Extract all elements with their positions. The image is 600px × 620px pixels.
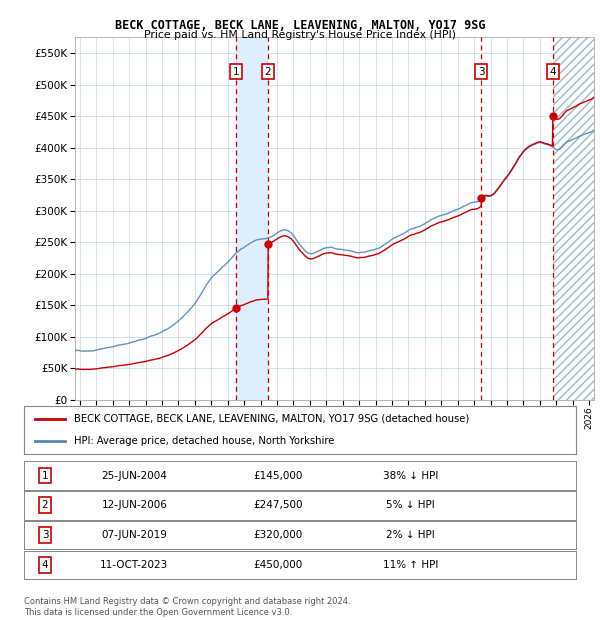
- Text: BECK COTTAGE, BECK LANE, LEAVENING, MALTON, YO17 9SG (detached house): BECK COTTAGE, BECK LANE, LEAVENING, MALT…: [74, 414, 469, 424]
- Text: 4: 4: [549, 67, 556, 77]
- Text: HPI: Average price, detached house, North Yorkshire: HPI: Average price, detached house, Nort…: [74, 436, 334, 446]
- Text: 11-OCT-2023: 11-OCT-2023: [100, 560, 169, 570]
- Text: 2: 2: [265, 67, 271, 77]
- Text: £247,500: £247,500: [253, 500, 302, 510]
- Text: 12-JUN-2006: 12-JUN-2006: [101, 500, 167, 510]
- Text: 07-JUN-2019: 07-JUN-2019: [101, 530, 167, 540]
- Text: Price paid vs. HM Land Registry's House Price Index (HPI): Price paid vs. HM Land Registry's House …: [144, 30, 456, 40]
- Text: 11% ↑ HPI: 11% ↑ HPI: [383, 560, 438, 570]
- Text: £145,000: £145,000: [253, 471, 302, 480]
- Bar: [553, 37, 594, 400]
- Text: £450,000: £450,000: [253, 560, 302, 570]
- Bar: [236, 37, 268, 400]
- Text: 25-JUN-2004: 25-JUN-2004: [101, 471, 167, 480]
- Text: 1: 1: [232, 67, 239, 77]
- Text: BECK COTTAGE, BECK LANE, LEAVENING, MALTON, YO17 9SG: BECK COTTAGE, BECK LANE, LEAVENING, MALT…: [115, 19, 485, 32]
- Text: 3: 3: [478, 67, 485, 77]
- Text: 38% ↓ HPI: 38% ↓ HPI: [383, 471, 438, 480]
- Text: £320,000: £320,000: [253, 530, 302, 540]
- Text: 1: 1: [41, 471, 48, 480]
- Text: 5% ↓ HPI: 5% ↓ HPI: [386, 500, 435, 510]
- Text: Contains HM Land Registry data © Crown copyright and database right 2024.
This d: Contains HM Land Registry data © Crown c…: [24, 598, 350, 617]
- Text: 3: 3: [41, 530, 48, 540]
- Text: 2: 2: [41, 500, 48, 510]
- Text: 2% ↓ HPI: 2% ↓ HPI: [386, 530, 435, 540]
- Text: 4: 4: [41, 560, 48, 570]
